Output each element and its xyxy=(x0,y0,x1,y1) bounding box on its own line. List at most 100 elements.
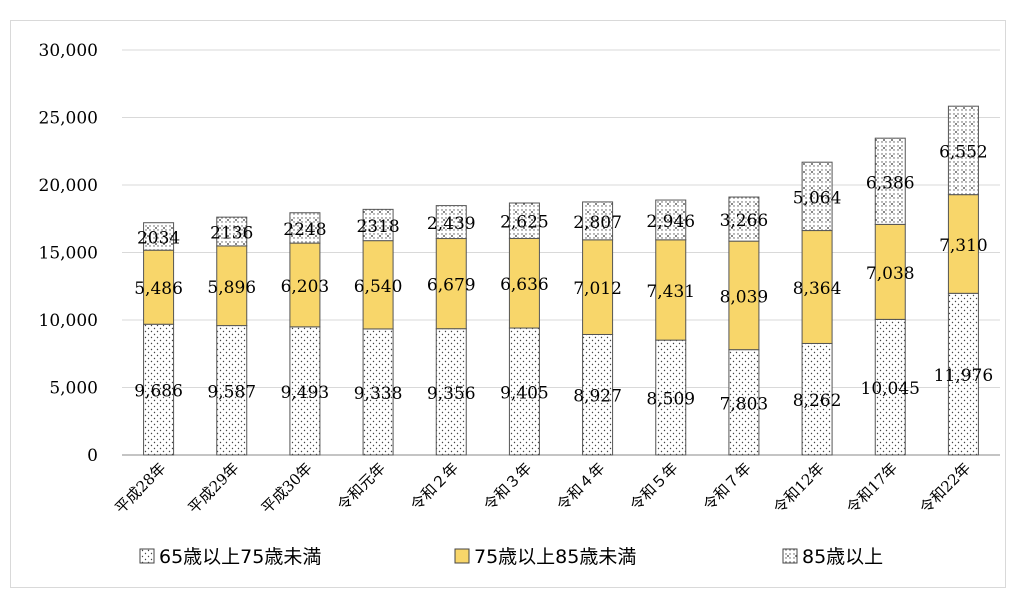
bar-segment xyxy=(582,239,614,335)
data-label: 2248 xyxy=(283,220,326,240)
bar-segment xyxy=(143,323,175,456)
legend-label: 85歳以上 xyxy=(802,546,883,568)
x-category-label: 平成28年 xyxy=(111,459,169,517)
x-category-label: 令和22年 xyxy=(916,459,974,517)
legend-label: 75歳以上85歳未満 xyxy=(474,546,636,568)
bar-segment xyxy=(874,137,906,225)
x-axis: 平成28年 平成29年 平成30年 令和元年 令和２年 令和３年 令和４年 令和５年 令和７年令… xyxy=(111,459,974,517)
y-axis: 0 5,000 10,000 15,000 20,000 25,000 30,000 xyxy=(39,41,98,466)
data-label: 6,540 xyxy=(354,277,403,297)
y-tick-label: 0 xyxy=(87,446,98,466)
x-category-label: 令和17年 xyxy=(843,459,901,517)
bar-segment xyxy=(362,328,394,456)
data-label: 5,486 xyxy=(134,279,183,299)
data-label: 6,552 xyxy=(939,142,988,162)
data-label: 5,064 xyxy=(793,188,842,208)
data-label: 7,012 xyxy=(573,279,622,299)
bar-segment xyxy=(582,333,614,456)
gridlines xyxy=(122,49,1000,456)
x-category-label: 平成30年 xyxy=(258,459,316,517)
x-category-label: 令和元年 xyxy=(334,459,389,514)
bars xyxy=(143,105,979,456)
x-category-label: 平成29年 xyxy=(185,459,243,517)
chart-frame xyxy=(10,20,1006,588)
data-labels: 9,686 5,486 2034 9,587 5,896 2136 9,493 6,203 22… xyxy=(134,142,993,414)
data-label: 9,338 xyxy=(354,384,403,404)
bar-segment xyxy=(655,199,687,241)
y-tick-label: 25,000 xyxy=(39,109,98,129)
bar-segment xyxy=(947,194,979,294)
data-label: 9,356 xyxy=(427,384,476,404)
bar-segment xyxy=(508,327,540,456)
data-label: 2034 xyxy=(137,228,180,248)
data-label: 9,405 xyxy=(500,384,549,404)
bar-segment xyxy=(582,201,614,241)
data-label: 2136 xyxy=(210,224,253,244)
data-label: 2,439 xyxy=(427,214,476,234)
legend: 65歳以上75歳未満 75歳以上85歳未満 85歳以上 xyxy=(139,546,883,568)
y-tick-label: 10,000 xyxy=(39,311,98,331)
data-label: 2,946 xyxy=(646,212,695,232)
bar-segment xyxy=(362,240,394,330)
legend-swatch xyxy=(454,548,470,564)
data-label: 5,896 xyxy=(207,278,256,298)
data-label: 2,807 xyxy=(573,213,622,233)
data-label: 8,927 xyxy=(573,387,622,407)
y-tick-label: 30,000 xyxy=(39,41,98,61)
bar-segment xyxy=(143,222,175,251)
data-label: 7,038 xyxy=(866,264,915,284)
data-label: 2,625 xyxy=(500,213,549,233)
bar-segment xyxy=(508,202,540,239)
y-tick-label: 15,000 xyxy=(39,244,98,264)
bar-segment xyxy=(728,196,760,242)
data-label: 11,976 xyxy=(934,366,993,386)
legend-swatch xyxy=(782,548,798,564)
bar-segment xyxy=(874,223,906,320)
bar-segment xyxy=(362,208,394,242)
data-label: 9,686 xyxy=(134,382,183,402)
x-category-label: 令和12年 xyxy=(770,459,828,517)
bar-segment xyxy=(728,240,760,351)
x-category-label: 令和７年 xyxy=(700,459,755,514)
data-label: 6,679 xyxy=(427,276,476,296)
x-category-label: 令和３年 xyxy=(480,459,535,514)
legend-label: 65歳以上75歳未満 xyxy=(159,546,321,568)
bar-segment xyxy=(435,205,467,240)
bar-segment xyxy=(216,216,248,247)
data-label: 6,203 xyxy=(281,277,330,297)
bar-segment xyxy=(289,242,321,328)
data-label: 6,636 xyxy=(500,275,549,295)
bar-segment xyxy=(216,245,248,327)
y-tick-label: 5,000 xyxy=(49,379,98,399)
legend-swatch xyxy=(139,548,155,564)
bar-segment xyxy=(801,230,833,344)
bar-segment xyxy=(508,237,540,329)
data-label: 7,431 xyxy=(646,282,695,302)
x-category-label: 令和５年 xyxy=(626,459,681,514)
data-label: 8,262 xyxy=(793,391,842,411)
data-label: 8,509 xyxy=(646,390,695,410)
y-tick-label: 20,000 xyxy=(39,176,98,196)
data-label: 9,587 xyxy=(207,382,256,402)
bar-segment xyxy=(801,161,833,232)
data-label: 2318 xyxy=(356,217,399,237)
bar-segment xyxy=(216,325,248,456)
data-label: 6,386 xyxy=(866,173,915,193)
bar-segment xyxy=(289,326,321,456)
bar-segment xyxy=(947,292,979,456)
bar-segment xyxy=(655,239,687,341)
x-category-label: 令和４年 xyxy=(553,459,608,514)
data-label: 10,045 xyxy=(861,379,920,399)
bar-segment xyxy=(435,238,467,330)
data-label: 7,310 xyxy=(939,236,988,256)
data-label: 9,493 xyxy=(281,383,330,403)
bar-segment xyxy=(728,349,760,456)
data-label: 7,803 xyxy=(720,394,769,414)
bar-segment xyxy=(947,105,979,196)
data-label: 3,266 xyxy=(720,211,769,231)
bar-segment xyxy=(289,212,321,244)
data-label: 8,364 xyxy=(793,279,842,299)
x-category-label: 令和２年 xyxy=(407,459,462,514)
data-label: 8,039 xyxy=(720,287,769,307)
